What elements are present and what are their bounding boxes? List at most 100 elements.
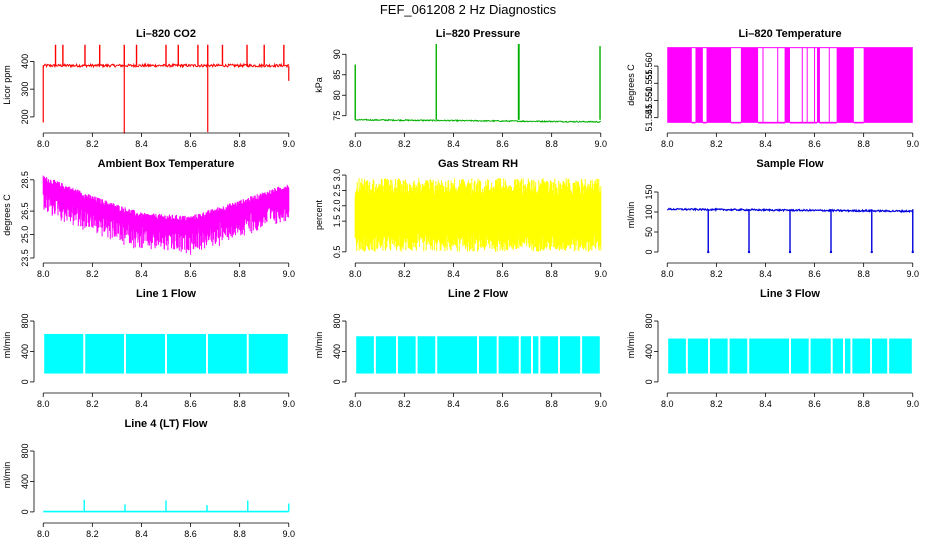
x-tick-label: 8.0 xyxy=(37,399,50,409)
x-tick-label: 8.4 xyxy=(135,399,148,409)
y-tick-label: 0 xyxy=(20,379,30,384)
x-tick-label: 9.0 xyxy=(595,399,608,409)
data-series xyxy=(42,175,290,255)
x-axis: 8.0 8.2 8.4 8.6 8.8 9.0 xyxy=(349,392,608,409)
x-tick-label: 9.0 xyxy=(907,139,920,149)
x-tick-label: 8.4 xyxy=(759,399,772,409)
y-tick-label: 0 xyxy=(644,249,654,254)
flow-block xyxy=(356,336,374,374)
x-tick-label: 8.6 xyxy=(808,269,821,279)
y-axis-label: ml/min xyxy=(626,332,636,359)
flow-block xyxy=(749,338,790,374)
x-tick-label: 8.8 xyxy=(233,529,246,539)
y-tick-label: 0 xyxy=(332,379,342,384)
flow-block xyxy=(44,333,84,374)
flow-block xyxy=(532,336,539,374)
x-tick-label: 9.0 xyxy=(283,139,296,149)
chart-panel-6: Sample Flow 8.0 8.2 8.4 8.6 8.8 9.0 0 50 100 150 ml… xyxy=(626,158,919,279)
y-axis-label: ml/min xyxy=(2,462,12,489)
y-tick-label: 800 xyxy=(644,314,654,329)
flow-block xyxy=(687,338,708,374)
y-tick-label: 75 xyxy=(332,111,342,121)
flow-block xyxy=(709,338,728,374)
y-axis-label: ml/min xyxy=(314,332,324,359)
x-tick-label: 8.4 xyxy=(447,139,460,149)
chart-panel-8: Line 2 Flow 8.0 8.2 8.4 8.6 8.8 9.0 0 400 800 ml/m… xyxy=(314,288,607,409)
chart-title: Line 2 Flow xyxy=(448,288,508,300)
y-axis: 0 400 800 xyxy=(332,314,347,384)
x-tick-label: 8.4 xyxy=(135,139,148,149)
flow-block xyxy=(560,336,581,374)
chart-panel-9: Line 3 Flow 8.0 8.2 8.4 8.6 8.8 9.0 0 400 800 ml/m… xyxy=(626,288,919,409)
y-axis: 0.5 1.5 2.0 2.5 3.0 xyxy=(332,169,347,258)
x-tick-label: 8.6 xyxy=(184,269,197,279)
flow-block xyxy=(166,333,207,374)
y-tick-label: 150 xyxy=(644,184,654,199)
flow-block xyxy=(498,336,519,374)
y-axis-label: percent xyxy=(314,199,324,230)
flow-block xyxy=(668,338,686,374)
y-tick-label: 2.5 xyxy=(332,184,342,197)
dip-point xyxy=(707,250,710,254)
series-line xyxy=(354,118,601,124)
chart-panel-10: Line 4 (LT) Flow 8.0 8.2 8.4 8.6 8.8 9.0 0 400 80… xyxy=(2,418,295,539)
x-tick-label: 8.8 xyxy=(545,399,558,409)
x-tick-label: 8.8 xyxy=(545,269,558,279)
y-tick-label: 400 xyxy=(20,54,30,69)
y-tick-label: 400 xyxy=(332,344,342,359)
flow-block xyxy=(832,338,844,374)
x-tick-label: 8.4 xyxy=(759,269,772,279)
flow-block xyxy=(375,336,396,374)
x-tick-label: 8.2 xyxy=(398,139,411,149)
y-tick-label: 800 xyxy=(20,314,30,329)
data-series xyxy=(43,499,290,513)
flow-block xyxy=(248,333,288,374)
x-tick-label: 8.4 xyxy=(759,139,772,149)
x-tick-label: 8.8 xyxy=(857,269,870,279)
low-state-gap xyxy=(758,48,786,122)
x-tick-label: 8.4 xyxy=(135,529,148,539)
y-axis: 0 400 800 xyxy=(644,314,659,384)
chart-panel-1: Li–820 CO2 8.0 8.2 8.4 8.6 8.8 9.0 200 300 400 Lic… xyxy=(2,28,295,149)
flow-block xyxy=(889,338,912,374)
low-state-gap xyxy=(731,48,741,122)
data-series xyxy=(44,333,288,374)
chart-panel-3: Li–820 Temperature 8.0 8.2 8.4 8.6 8.8 9.0 51.5… xyxy=(626,28,919,149)
x-axis: 8.0 8.2 8.4 8.6 8.8 9.0 xyxy=(37,262,295,279)
dip-point xyxy=(829,250,833,254)
x-tick-label: 9.0 xyxy=(283,399,296,409)
x-tick-label: 8.8 xyxy=(545,139,558,149)
x-tick-label: 8.4 xyxy=(135,269,148,279)
x-tick-label: 8.0 xyxy=(349,139,362,149)
flow-block xyxy=(397,336,416,374)
x-axis: 8.0 8.2 8.4 8.6 8.8 9.0 xyxy=(37,392,296,409)
low-state-gap xyxy=(702,48,707,122)
flow-block xyxy=(207,333,247,374)
x-tick-label: 8.4 xyxy=(447,269,460,279)
data-series xyxy=(356,336,600,374)
x-tick-label: 8.2 xyxy=(86,139,99,149)
x-axis: 8.0 8.2 8.4 8.6 8.8 9.0 xyxy=(37,132,296,149)
flow-block xyxy=(852,338,871,374)
y-axis: 75 80 85 90 xyxy=(332,49,347,121)
y-axis: 200 300 400 xyxy=(20,54,35,124)
y-axis: 0 400 800 xyxy=(20,314,35,384)
data-series xyxy=(42,44,290,134)
y-tick-label: 51.545 xyxy=(644,104,654,132)
chart-title: Line 3 Flow xyxy=(760,288,820,300)
low-state-gap xyxy=(790,48,818,122)
x-tick-label: 9.0 xyxy=(283,529,296,539)
y-tick-label: 85 xyxy=(332,70,342,80)
data-series xyxy=(667,207,914,254)
y-axis: 0 400 800 xyxy=(20,444,35,514)
chart-title: Li–820 CO2 xyxy=(136,28,196,40)
x-tick-label: 8.4 xyxy=(447,399,460,409)
x-tick-label: 9.0 xyxy=(595,269,608,279)
y-tick-label: 23.5 xyxy=(20,249,30,267)
x-tick-label: 8.8 xyxy=(233,269,246,279)
x-tick-label: 8.2 xyxy=(86,269,99,279)
dip-point xyxy=(911,250,914,254)
y-tick-label: 80 xyxy=(332,90,342,100)
dip-point xyxy=(870,250,873,254)
